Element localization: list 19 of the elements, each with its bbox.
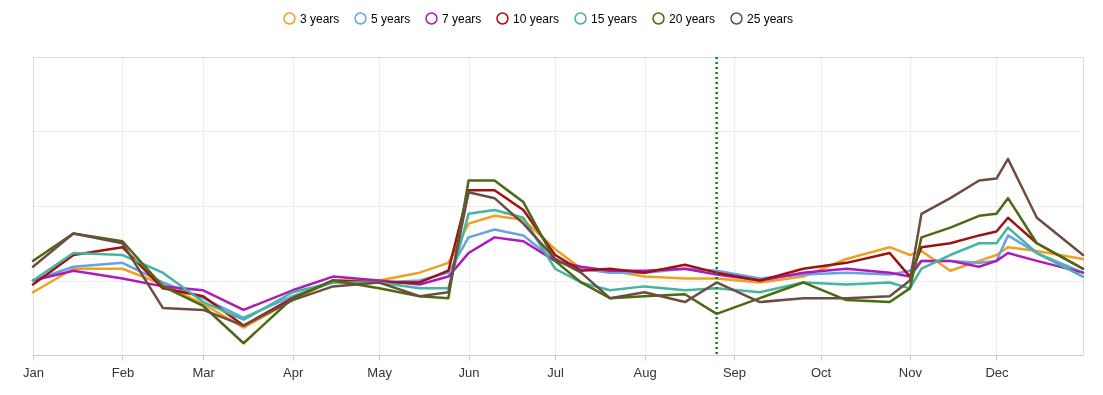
x-tick-label: Aug	[633, 364, 657, 380]
x-tick-label: Jun	[458, 364, 480, 380]
x-tick-label: Jul	[547, 364, 565, 380]
legend-label: 15 years	[591, 11, 638, 26]
x-tick-label: Feb	[111, 364, 135, 380]
x-tick-label: Mar	[192, 364, 216, 380]
x-tick-label: May	[367, 364, 393, 380]
x-tick-label: Jan	[23, 364, 44, 380]
legend-label: 3 years	[300, 11, 340, 26]
x-tick-label: Nov	[898, 364, 923, 380]
legend-label: 20 years	[669, 11, 716, 26]
legend-label: 5 years	[371, 11, 411, 26]
x-tick-label: Sep	[722, 364, 747, 380]
x-tick-label: Oct	[810, 364, 832, 380]
x-tick-label: Dec	[985, 364, 1010, 380]
x-tick-label: Apr	[283, 364, 304, 380]
legend-label: 7 years	[442, 11, 482, 26]
legend-label: 25 years	[747, 11, 794, 26]
legend-label: 10 years	[513, 11, 560, 26]
